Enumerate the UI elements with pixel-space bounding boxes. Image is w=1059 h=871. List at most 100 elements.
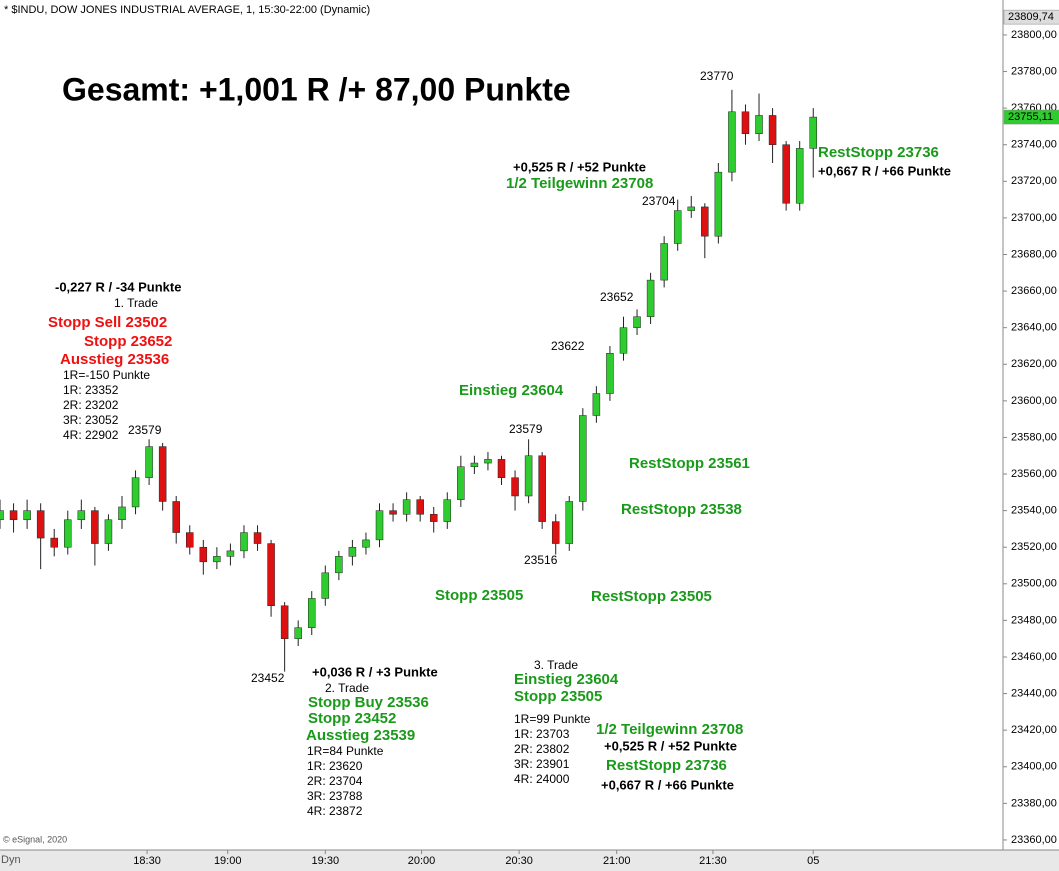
annotation: RestStopp 23736 (818, 144, 939, 161)
candle-body (755, 115, 763, 134)
y-tick-label: 23500,00 (1011, 578, 1057, 590)
annotation: Stopp 23505 (435, 587, 523, 604)
y-tick-label: 23640,00 (1011, 322, 1057, 334)
candle-body (660, 243, 668, 281)
y-tick-label: 23700,00 (1011, 212, 1057, 224)
price-marker-box (1003, 109, 1059, 125)
candle-body (416, 499, 424, 515)
candle-body (741, 111, 750, 134)
candle-body (809, 116, 817, 149)
candle-body (0, 510, 4, 521)
candle-body (443, 499, 452, 522)
candle-body (213, 556, 221, 563)
candle-body (714, 171, 723, 237)
annotation: 23452 (251, 671, 285, 685)
annotation: RestStopp 23561 (629, 455, 750, 472)
candle-body (362, 539, 370, 548)
candle-body (104, 519, 113, 544)
candle-body (294, 627, 302, 639)
y-tick-label: 23660,00 (1011, 285, 1057, 297)
candle-body (795, 148, 804, 204)
candle-body (389, 510, 397, 515)
annotation: 2. Trade (325, 681, 369, 695)
mode-label: Dyn (1, 854, 21, 866)
candle-body (619, 327, 628, 354)
annotation: Stopp 23452 (308, 710, 396, 727)
annotation: 23622 (551, 339, 585, 353)
annotation: RestStopp 23736 (606, 757, 727, 774)
y-tick-label: 23680,00 (1011, 248, 1057, 260)
annotation: 2R: 23704 (307, 774, 363, 788)
candle-body (375, 510, 384, 541)
y-tick-label: 23520,00 (1011, 541, 1057, 553)
annotation: 3R: 23788 (307, 789, 363, 803)
annotation: 3. Trade (534, 658, 578, 672)
annotation: Stopp Buy 23536 (308, 694, 429, 711)
annotation: 23579 (128, 423, 162, 437)
y-tick-label: 23540,00 (1011, 505, 1057, 517)
annotation: 23579 (509, 422, 543, 436)
y-tick-label: 23600,00 (1011, 395, 1057, 407)
candle-body (728, 111, 736, 173)
candle-body (782, 144, 790, 204)
candle-body (199, 546, 208, 563)
annotation: 1. Trade (114, 296, 158, 310)
candle-body (186, 532, 194, 548)
x-tick-label: 21:30 (699, 855, 727, 867)
headline: Gesamt: +1,001 R /+ 87,00 Punkte (62, 71, 571, 107)
chart-title: * $INDU, DOW JONES INDUSTRIAL AVERAGE, 1… (4, 4, 370, 16)
annotations: 23770 +0,525 R / +52 Punkte 1/2 Teilgewi… (48, 69, 951, 818)
y-tick-label: 23480,00 (1011, 614, 1057, 626)
annotation: 4R: 23872 (307, 804, 363, 818)
candle-body (511, 477, 519, 497)
candle-body (226, 550, 235, 557)
y-tick-label: 23560,00 (1011, 468, 1057, 480)
annotation: +0,667 R / +66 Punkte (818, 163, 951, 178)
annotation: Stopp 23652 (84, 333, 172, 350)
candle-body (23, 510, 31, 521)
annotation: Stopp Sell 23502 (48, 314, 167, 331)
candle-body (429, 514, 438, 522)
y-tick-label: 23720,00 (1011, 175, 1057, 187)
x-tick-label: 20:30 (505, 855, 533, 867)
candle-body (145, 446, 153, 478)
annotation: 2R: 23202 (63, 398, 119, 412)
x-tick-label: 05 (807, 855, 819, 867)
annotation: 1R: 23620 (307, 759, 363, 773)
candle-body (131, 477, 140, 508)
time-axis-bar (0, 850, 1059, 871)
annotation: 1R=84 Punkte (307, 744, 384, 758)
candle-body (267, 543, 275, 607)
annotation: 23652 (600, 290, 634, 304)
candle-body (538, 455, 546, 522)
x-tick-label: 19:30 (312, 855, 340, 867)
candle-body (321, 572, 330, 599)
annotation: 1/2 Teilgewinn 23708 (596, 721, 743, 738)
annotation: 2R: 23802 (514, 742, 570, 756)
y-tick-label: 23800,00 (1011, 29, 1057, 41)
annotation: -0,227 R / -34 Punkte (55, 279, 181, 294)
y-tick-label: 23740,00 (1011, 139, 1057, 151)
y-tick-label: 23620,00 (1011, 358, 1057, 370)
annotation: Einstieg 23604 (514, 671, 619, 688)
candle-body (524, 455, 533, 497)
candle-body (91, 510, 99, 544)
y-tick-label: 23380,00 (1011, 797, 1057, 809)
candle-body (606, 353, 614, 394)
y-tick-label: 23460,00 (1011, 651, 1057, 663)
annotation: 4R: 22902 (63, 428, 119, 442)
annotation: 3R: 23901 (514, 757, 570, 771)
candle-body (307, 598, 316, 628)
candle-body (579, 415, 587, 502)
candle-body (64, 519, 72, 548)
annotation: +0,525 R / +52 Punkte (604, 738, 737, 753)
candle-body (9, 510, 18, 521)
candle-body (36, 510, 45, 539)
price-marker-box (1003, 9, 1059, 25)
annotation: 1R: 23352 (63, 383, 119, 397)
y-tick-label: 23360,00 (1011, 834, 1057, 846)
annotation: Ausstieg 23539 (306, 727, 415, 744)
y-tick-label: 23420,00 (1011, 724, 1057, 736)
candle-body (118, 506, 126, 521)
